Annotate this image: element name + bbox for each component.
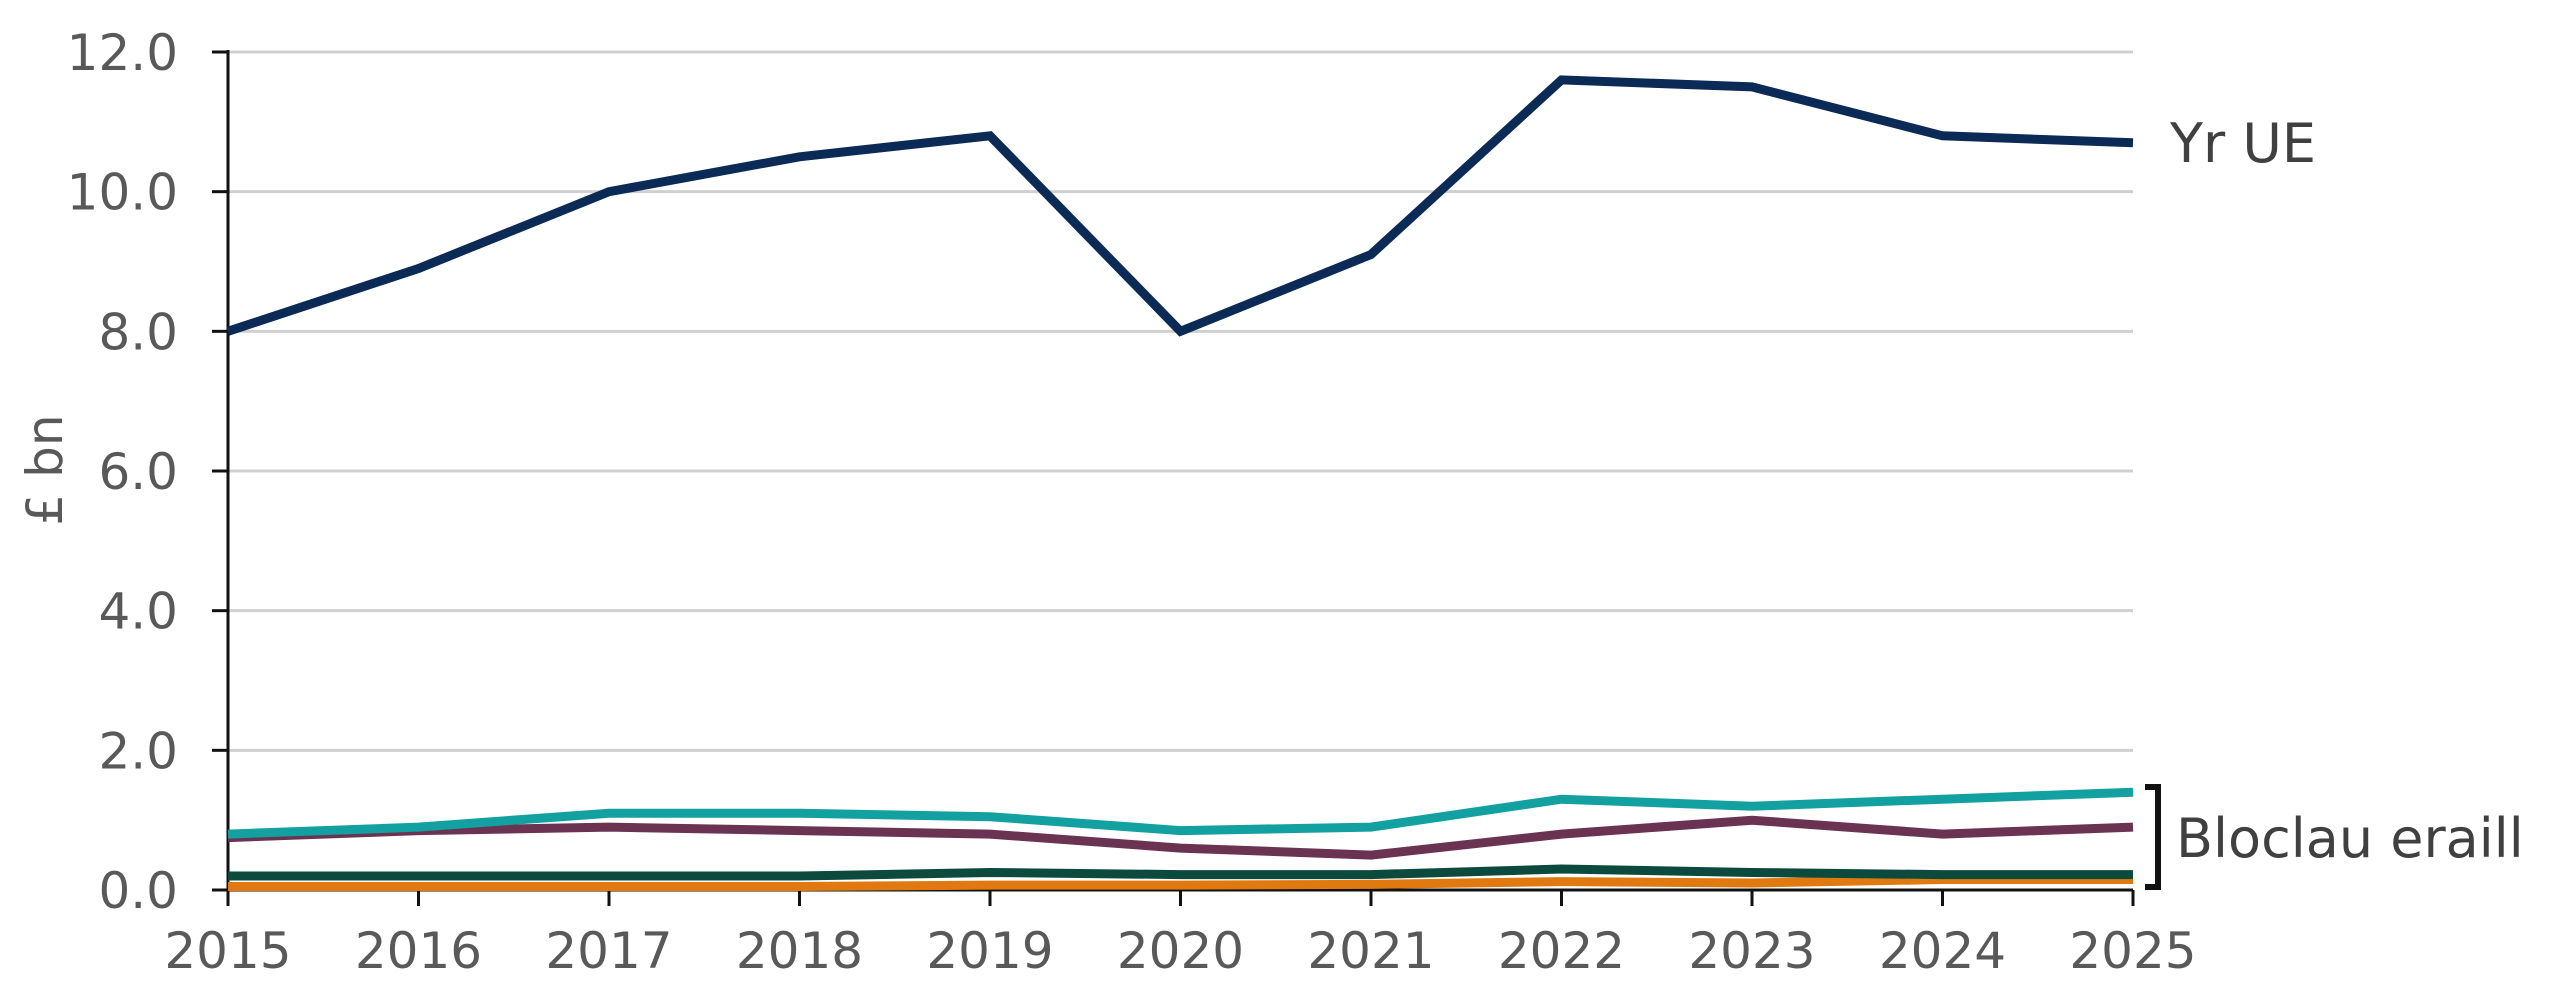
- y-tick-label: 0.0: [98, 862, 178, 920]
- series-line-orange: [228, 875, 2133, 891]
- x-tick-label: 2018: [736, 922, 863, 980]
- series-label-other-blocs: Bloclau eraill: [2176, 807, 2524, 870]
- y-tick-label: 10.0: [67, 164, 178, 222]
- y-tick-label: 8.0: [98, 303, 178, 361]
- y-tick-label: 6.0: [98, 443, 178, 501]
- y-axis-title: £ bn: [16, 414, 74, 525]
- x-tick-label: 2015: [164, 922, 291, 980]
- axes: [212, 50, 2135, 906]
- series-line-darkgreen: [228, 864, 2133, 881]
- x-tick-label: 2023: [1688, 922, 1815, 980]
- series-line-teal: [227, 787, 2134, 839]
- x-tick-label: 2022: [1498, 922, 1625, 980]
- y-tick-label: 2.0: [98, 722, 178, 780]
- gridlines: [228, 50, 2133, 752]
- x-tick-labels: 2015 2016 2017 2018 2019 2020 2021 2022 2023 2024…: [164, 922, 2196, 980]
- series-line-eu: [226, 75, 2134, 337]
- other-blocs-bracket: [2145, 784, 2161, 890]
- y-tick-labels: 0.0 2.0 4.0 6.0 8.0 10.0 12.0: [67, 24, 178, 920]
- series-label-eu: Yr UE: [2169, 112, 2316, 175]
- x-tick-label: 2024: [1879, 922, 2006, 980]
- series-line-plum: [227, 815, 2134, 860]
- y-tick-label: 12.0: [67, 24, 178, 82]
- series-lines: [226, 75, 2134, 891]
- x-tick-label: 2016: [355, 922, 482, 980]
- y-tick-label: 4.0: [98, 583, 178, 641]
- x-tick-label: 2020: [1117, 922, 1244, 980]
- x-tick-label: 2021: [1307, 922, 1434, 980]
- x-tick-label: 2025: [2069, 922, 2196, 980]
- x-tick-label: 2019: [926, 922, 1053, 980]
- x-tick-label: 2017: [545, 922, 672, 980]
